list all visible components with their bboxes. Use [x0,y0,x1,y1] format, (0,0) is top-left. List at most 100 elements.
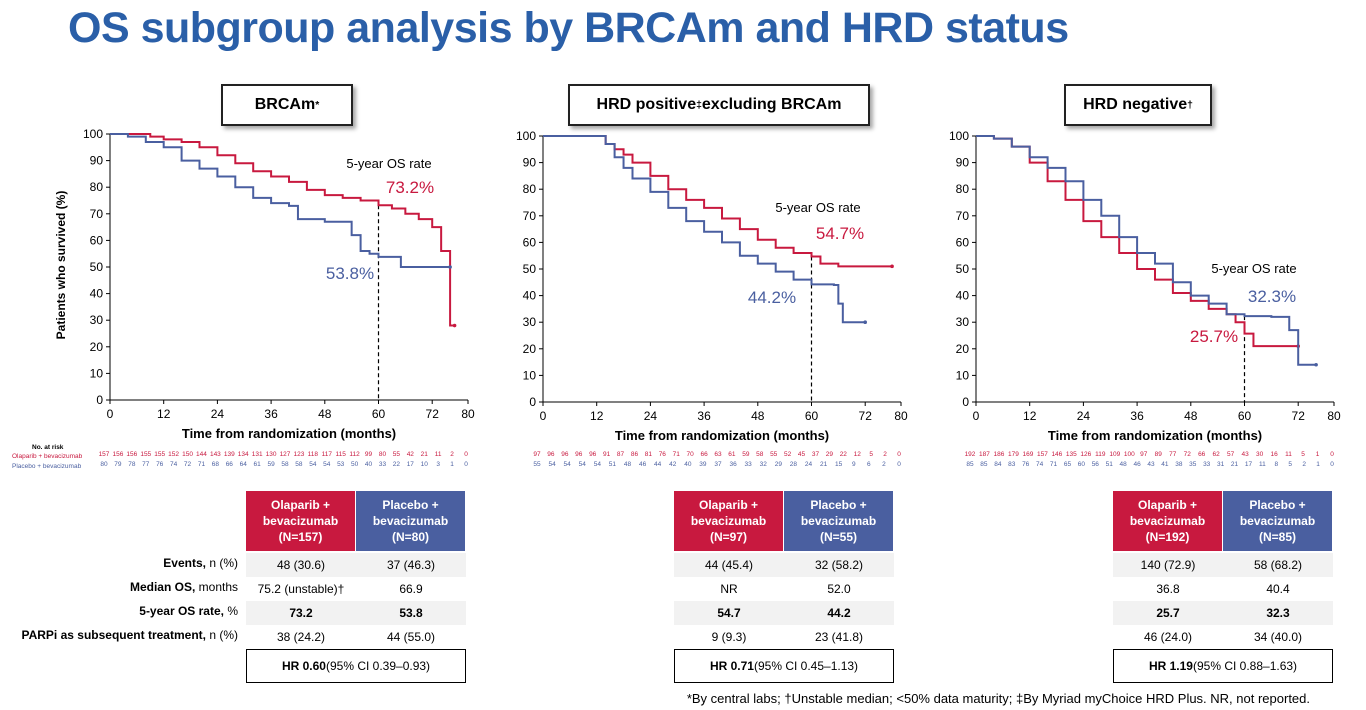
risk-count: 115 [336,451,347,458]
risk-count: 54 [323,461,331,468]
x-tick-label: 48 [1184,409,1198,423]
risk-count: 157 [99,451,110,458]
risk-count: 117 [322,451,333,458]
y-tick-label: 70 [956,209,970,223]
cell-median: 75.2 (unstable)† [257,582,345,596]
risk-count: 21 [421,451,429,458]
cell-parpi: 38 (24.2) [276,630,326,644]
y-tick-label: 90 [523,156,537,170]
censor-mark [448,265,452,269]
risk-count: 57 [1227,451,1235,458]
x-tick-label: 24 [644,409,658,423]
cell-events: 48 (30.6) [276,558,326,572]
olaparib-column-header: Olaparib + bevacizumab (N=192) [1113,491,1222,551]
x-tick-label: 48 [751,409,765,423]
risk-count: 6 [867,461,871,468]
olaparib-rate-annotation: 25.7% [1190,327,1238,346]
table-row [674,625,894,649]
risk-count: 63 [714,451,722,458]
risk-count: 74 [170,461,178,468]
risk-count: 99 [365,451,373,458]
panel-title-brcam: BRCAm * [221,84,353,126]
y-tick-label: 30 [956,315,970,329]
risk-count: 118 [308,451,319,458]
risk-count: 84 [994,461,1002,468]
cell-rate: 44.2 [827,606,851,620]
risk-count: 156 [112,451,123,458]
y-tick-label: 60 [90,233,104,247]
risk-count: 87 [617,451,625,458]
cell-parpi: 23 (41.8) [814,630,864,644]
x-tick-label: 80 [894,409,908,423]
risk-count: 77 [1169,451,1177,458]
five-year-os-label: 5-year OS rate [775,200,860,215]
risk-count: 0 [897,451,901,458]
olaparib-rate-annotation: 54.7% [816,224,864,243]
risk-count: 54 [564,461,572,468]
table-row [1113,601,1333,625]
column-header-line: Olaparib + [698,498,759,512]
placebo-rate-annotation: 32.3% [1248,287,1296,306]
risk-count: 72 [1184,451,1192,458]
cell-rate: 54.7 [717,606,741,620]
y-tick-label: 80 [523,182,537,196]
placebo-survival-curve [543,135,866,324]
column-header-line: Placebo + [810,498,867,512]
olaparib-survival-curve [543,135,893,268]
risk-count: 3 [436,461,440,468]
risk-count: 31 [1217,461,1225,468]
cell-rate: 53.8 [399,606,423,620]
placebo-rate-annotation: 53.8% [326,264,374,283]
risk-count: 30 [1256,451,1264,458]
cell-median: 40.4 [1266,582,1290,596]
column-header-line: bevacizumab [1239,514,1316,528]
olaparib-column-header: Olaparib + bevacizumab (N=157) [246,491,355,551]
x-tick-label: 12 [157,407,171,421]
hazard-ratio-box: HR 1.19 (95% CI 0.88–1.63) [1113,649,1333,683]
risk-count: 96 [561,451,569,458]
y-tick-label: 70 [523,209,537,223]
table-row [674,553,894,577]
risk-count: 33 [379,461,387,468]
risk-count: 8 [1274,461,1278,468]
risk-count: 127 [280,451,291,458]
cell-events: 32 (58.2) [814,558,864,572]
censor-mark [890,264,894,269]
risk-count: 150 [182,451,193,458]
risk-count: 2 [882,461,886,468]
panel-title-rest: excluding BRCAm [701,96,842,113]
risk-count: 157 [1037,451,1048,458]
risk-count: 33 [745,461,753,468]
y-tick-label: 100 [949,129,969,143]
risk-count: 156 [126,451,137,458]
row-label-bold: 5-year OS rate, [139,604,224,618]
risk-count: 71 [673,451,681,458]
risk-count: 71 [1050,461,1058,468]
risk-count: 43 [1242,451,1250,458]
risk-count: 85 [966,461,974,468]
panel-title-text: HRD negative [1083,96,1188,113]
risk-count: 45 [798,451,806,458]
risk-count: 179 [1008,451,1019,458]
cell-events: 37 (46.3) [386,558,436,572]
risk-count: 79 [114,461,122,468]
risk-count: 58 [295,461,303,468]
row-label-parpi: PARPi as subsequent treatment, n (%) [0,628,238,642]
risk-count: 2 [883,451,887,458]
footnote: *By central labs; †Unstable median; <50%… [686,691,1310,706]
risk-count: 5 [1288,461,1292,468]
column-header-line: (N=97) [709,530,747,544]
column-header-line: bevacizumab [1129,514,1206,528]
risk-count: 21 [1231,461,1239,468]
risk-count: 48 [624,461,632,468]
cell-median: 36.8 [1156,582,1180,596]
risk-count: 126 [1080,451,1091,458]
x-axis-label: Time from randomization (months) [1048,428,1262,443]
x-tick-label: 72 [1292,409,1306,423]
x-tick-label: 80 [461,407,475,421]
five-year-os-label: 5-year OS rate [346,156,431,171]
y-tick-label: 50 [90,260,104,274]
risk-count: 53 [337,461,345,468]
risk-count: 2 [450,451,454,458]
row-label-rate: 5-year OS rate, % [40,604,238,618]
